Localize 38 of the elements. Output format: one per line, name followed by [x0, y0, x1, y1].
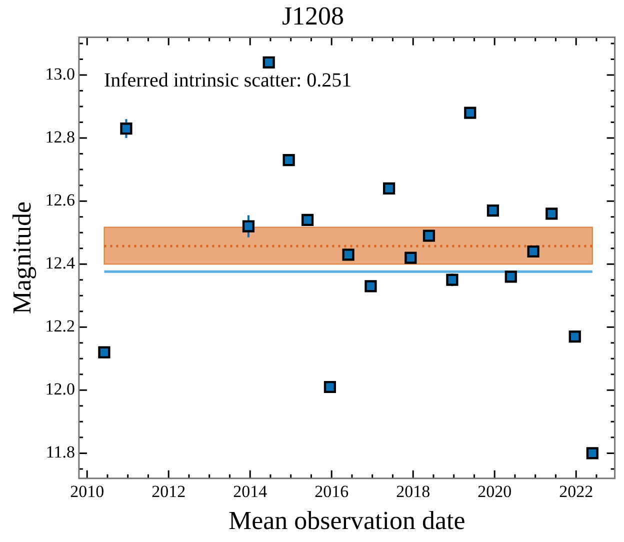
point [302, 214, 314, 226]
annotation: Inferred intrinsic scatter: 0.251 [104, 69, 352, 92]
chart-title: J1208 [282, 1, 344, 30]
y-tick-label: 13.0 [45, 64, 75, 84]
y-tick-label: 12.2 [45, 316, 75, 336]
point [98, 346, 110, 358]
y-tick-label: 12.0 [45, 380, 75, 399]
point [242, 220, 255, 232]
x-tick-label: 2012 [152, 482, 186, 502]
point [324, 380, 336, 394]
point [342, 248, 354, 261]
x-tick-label: 2020 [478, 482, 512, 502]
y-tick-label: 11.8 [46, 442, 75, 462]
x-tick-label: 2010 [70, 482, 104, 502]
point [282, 154, 295, 166]
y-tick-label: 12.8 [45, 128, 75, 147]
point [446, 274, 458, 286]
y-tick-label: 12.6 [45, 190, 75, 210]
point [364, 280, 377, 292]
point [422, 230, 436, 242]
point [120, 122, 132, 135]
point [404, 252, 417, 264]
point [383, 182, 396, 195]
point [486, 204, 500, 217]
point [586, 447, 598, 460]
y-axis-title: Magnitude [7, 201, 36, 314]
y-tick-label: 12.4 [45, 254, 76, 273]
point [527, 245, 540, 258]
x-tick-label: 2016 [314, 482, 349, 502]
point [568, 330, 581, 343]
point [546, 208, 558, 220]
x-tick-label: 2022 [559, 482, 594, 502]
point [464, 106, 476, 119]
x-tick-label: 2014 [233, 482, 268, 502]
x-tick-label: 2018 [396, 482, 430, 502]
x-axis-title: Mean observation date [228, 506, 466, 536]
point [504, 270, 517, 283]
point [262, 56, 275, 68]
